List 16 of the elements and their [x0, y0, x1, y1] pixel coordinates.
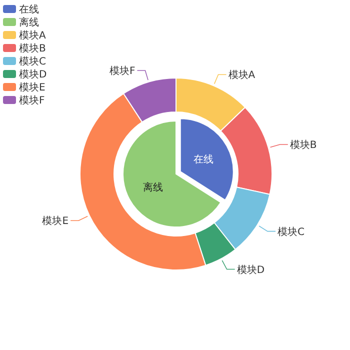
- legend-label: 模块B: [290, 139, 317, 152]
- category-label: 模块A: [19, 30, 46, 42]
- legend-label: 离线: [19, 16, 39, 28]
- category-label: 模块B: [19, 44, 46, 54]
- category-label: 模块C: [19, 56, 46, 68]
- legend-label: 模块D: [236, 264, 265, 276]
- slice-label: 在线: [194, 154, 214, 166]
- legend-label: 模块A: [228, 69, 256, 82]
- legend-label: 模块C: [278, 226, 305, 238]
- slice-label: 离线: [142, 182, 163, 194]
- category-label: 模块D: [19, 70, 47, 80]
- category-label: 模块E: [42, 216, 69, 228]
- legend-label: 模块F: [19, 94, 45, 106]
- legend-label: 模块E: [19, 82, 46, 94]
- category-label: 模块F: [109, 66, 136, 77]
- legend-label: 在线: [19, 4, 39, 16]
